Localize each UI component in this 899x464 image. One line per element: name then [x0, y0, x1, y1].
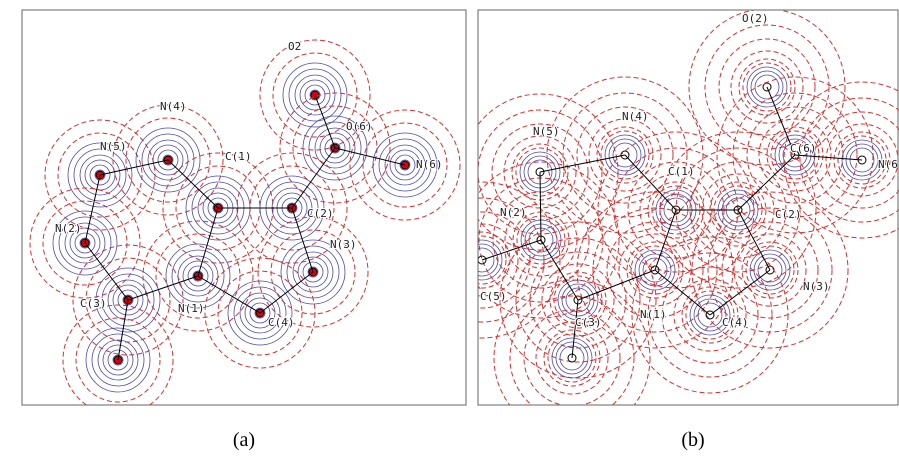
bond [85, 175, 100, 243]
atom-label: O(2) [742, 12, 769, 25]
atom-label: O(1) [554, 418, 581, 431]
atom-label: C(6) [790, 142, 817, 155]
bond [315, 95, 335, 148]
atom-label: N(4) [622, 110, 649, 123]
bond [795, 155, 862, 160]
atom-label: N(3) [803, 280, 830, 293]
bond [540, 155, 625, 172]
caption: (b) [681, 429, 704, 451]
bond [128, 276, 198, 300]
atom-label: C(2) [307, 207, 334, 220]
atom-label: C(4) [722, 316, 749, 329]
bond [260, 272, 313, 313]
atom-label: N(3) [330, 238, 357, 251]
atom-label: N(1) [178, 302, 205, 315]
bond [625, 155, 676, 210]
atom-label: N(2) [500, 206, 527, 219]
caption: (a) [233, 429, 255, 451]
bond [198, 276, 260, 313]
atom-label: C(3) [575, 316, 602, 329]
atom-label: N(5) [100, 140, 127, 153]
bond [100, 160, 168, 175]
bond [578, 270, 655, 300]
atom-label: C(1) [668, 165, 695, 178]
bond [335, 148, 405, 165]
atom-label: N(6) [416, 158, 443, 171]
figure: O2 O(6) N(6) N(5) N(4) C(1) C(2) N(2) N(3) N(1) C(… [0, 0, 899, 464]
atom-label: C(4) [268, 316, 295, 329]
atom-label: O(1) [90, 415, 117, 428]
bond [738, 210, 770, 270]
atom-label: C(2) [775, 208, 802, 221]
panel-a: O2 O(6) N(6) N(5) N(4) C(1) C(2) N(2) N(3) N(1) C(… [30, 40, 460, 428]
atom-label: C(5) [480, 290, 507, 303]
bond [541, 240, 578, 300]
atom-label: O(6) [346, 120, 373, 133]
atom-label: O2 [288, 40, 301, 53]
atom-label: C(3) [80, 297, 107, 310]
bond [540, 172, 541, 240]
bond [85, 243, 128, 300]
atom-label: N(2) [55, 222, 82, 235]
bond [572, 300, 578, 358]
atom-label: N(5) [533, 125, 560, 138]
atom-label: N(6) [878, 158, 899, 171]
atom-label: N(4) [160, 100, 187, 113]
atom-label: N(1) [640, 308, 667, 321]
atom-label: C(1) [225, 150, 252, 163]
